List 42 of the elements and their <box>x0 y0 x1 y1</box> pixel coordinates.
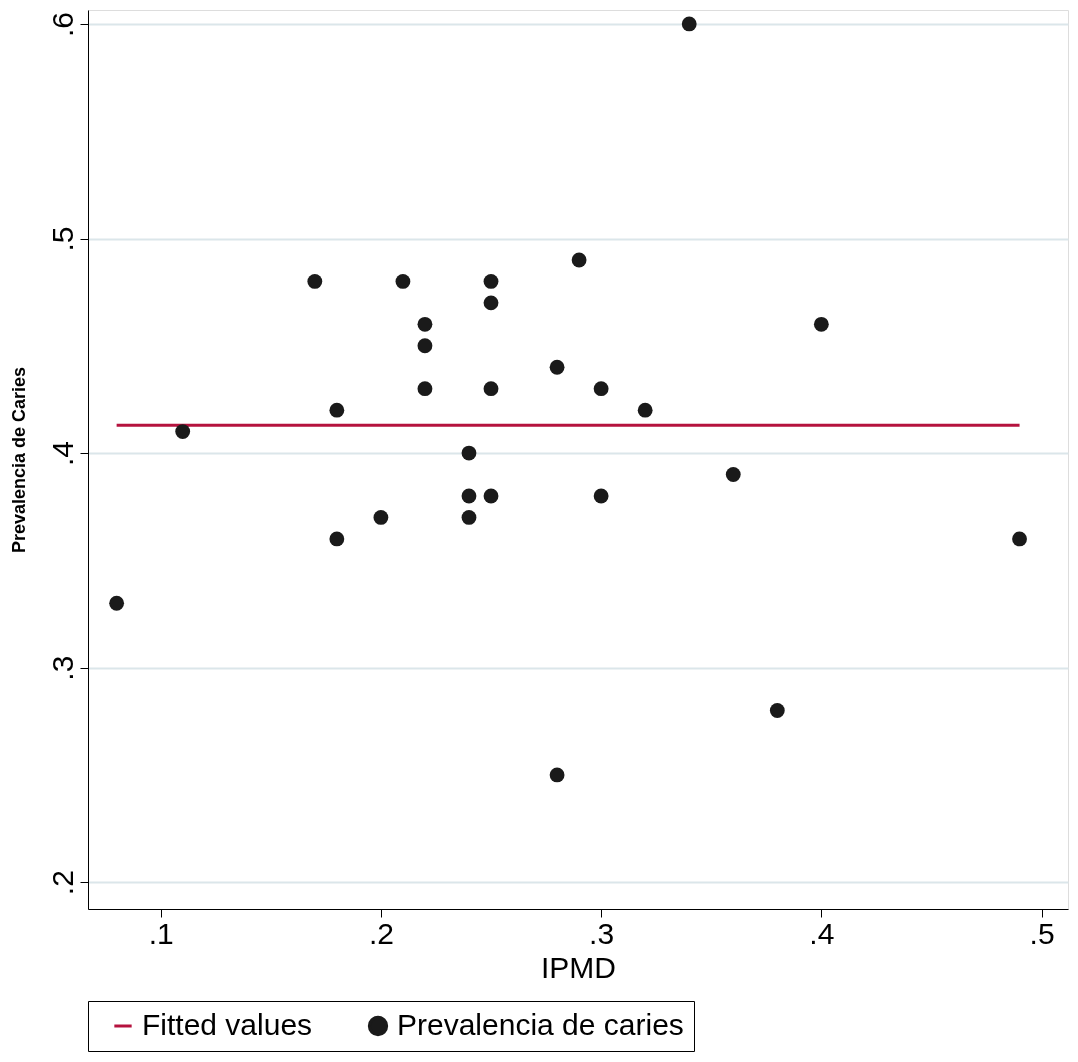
x-tick-label: .2 <box>368 916 394 950</box>
legend-label: Prevalencia de caries <box>397 1008 684 1041</box>
x-tick-label: .3 <box>589 916 615 950</box>
point <box>329 402 345 418</box>
point <box>681 16 697 32</box>
point <box>417 381 433 397</box>
x-tick-label: .5 <box>1029 916 1055 950</box>
point <box>549 359 565 375</box>
point <box>549 767 565 783</box>
point <box>593 381 609 397</box>
point <box>461 510 477 525</box>
y-tick-label: .2 <box>45 870 79 896</box>
x-tick-label: .4 <box>809 916 835 950</box>
point <box>593 488 609 504</box>
y-tick-label: .3 <box>45 655 79 681</box>
legend-label: Fitted values <box>142 1008 313 1041</box>
y-axis-title: Prevalencia de Caries <box>8 366 29 554</box>
point <box>637 402 653 418</box>
point <box>813 316 829 332</box>
x-axis-title: IPMD <box>541 950 616 984</box>
y-tick-label: .6 <box>45 11 79 37</box>
y-tick-label: .5 <box>45 226 79 252</box>
point <box>461 488 477 504</box>
point <box>725 467 741 482</box>
point <box>395 274 411 289</box>
point <box>175 424 191 440</box>
point <box>307 274 323 289</box>
point <box>483 274 499 289</box>
point <box>329 531 345 547</box>
x-tick-label: .1 <box>148 916 174 950</box>
point <box>483 381 499 397</box>
point <box>1012 531 1027 547</box>
y-tick-label: .4 <box>45 441 79 467</box>
point <box>417 338 433 354</box>
point <box>373 510 389 525</box>
point <box>417 316 433 332</box>
point <box>571 252 587 268</box>
point <box>109 595 125 611</box>
point <box>769 703 785 718</box>
point <box>483 488 499 504</box>
point <box>483 295 499 311</box>
point <box>461 445 477 461</box>
